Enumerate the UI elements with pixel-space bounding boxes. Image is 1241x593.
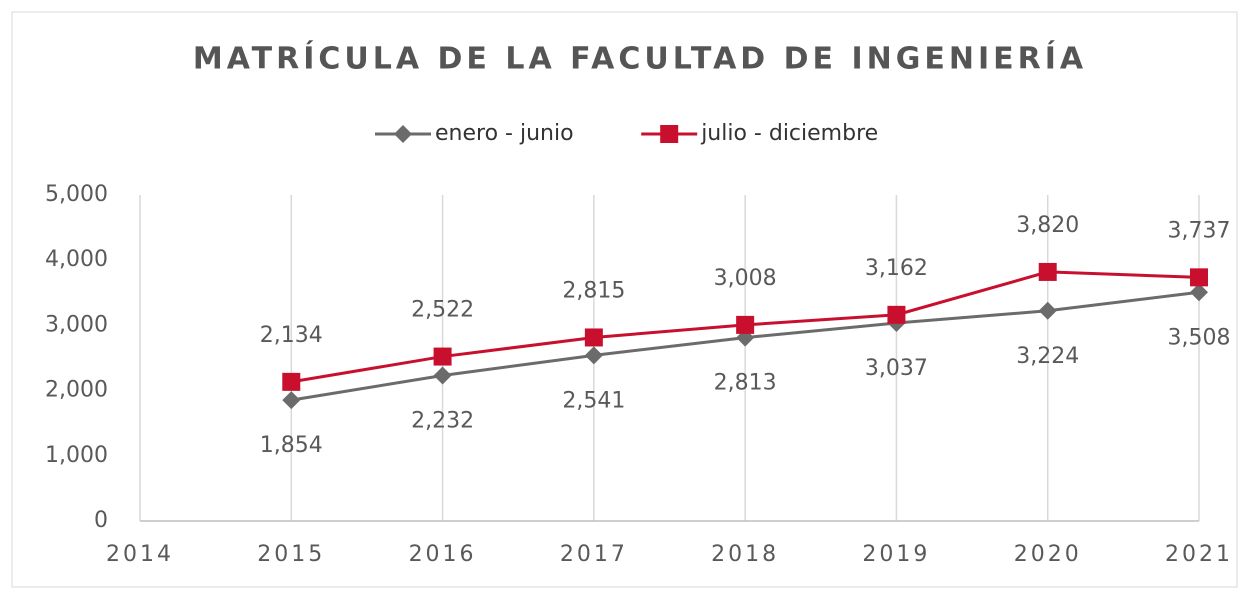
data-label: 2,522 <box>411 298 474 323</box>
x-tick-label: 2016 <box>409 542 477 567</box>
data-label: 2,134 <box>260 323 323 348</box>
data-label: 2,541 <box>562 388 625 413</box>
x-tick-label: 2019 <box>862 542 930 567</box>
data-label: 3,037 <box>865 356 928 381</box>
data-label: 3,008 <box>714 266 777 291</box>
data-label: 3,820 <box>1016 213 1079 238</box>
data-label: 2,815 <box>562 278 625 303</box>
x-tick-label: 2014 <box>106 542 174 567</box>
data-label: 3,737 <box>1168 218 1231 243</box>
legend-marker <box>660 125 679 143</box>
point <box>1190 268 1208 287</box>
point <box>433 366 452 385</box>
point <box>282 391 301 410</box>
x-tick-label: 2015 <box>257 542 325 567</box>
legend-marker <box>394 125 412 143</box>
y-tick-label: 2,000 <box>45 378 108 403</box>
data-label: 3,224 <box>1016 344 1079 369</box>
x-tick-label: 2017 <box>560 542 628 567</box>
point <box>1038 301 1057 320</box>
point <box>584 346 603 365</box>
chart-title: MATRÍCULA DE LA FACULTAD DE INGENIERÍA <box>193 41 1087 77</box>
data-label: 1,854 <box>260 433 323 458</box>
point <box>736 315 755 334</box>
x-tick-label: 2021 <box>1165 542 1233 567</box>
data-label: 2,813 <box>714 371 777 396</box>
point <box>887 305 906 324</box>
y-tick-label: 5,000 <box>45 182 108 207</box>
data-label: 2,232 <box>411 408 474 433</box>
y-tick-label: 4,000 <box>45 247 108 272</box>
data-label: 3,162 <box>865 256 928 281</box>
legend-label: enero - junio <box>435 121 574 146</box>
y-tick-label: 0 <box>94 508 108 533</box>
legend-label: julio - diciembre <box>700 121 878 146</box>
y-tick-label: 1,000 <box>45 443 108 468</box>
point <box>282 372 301 391</box>
y-tick-label: 3,000 <box>45 312 108 337</box>
point <box>1038 262 1057 281</box>
data-label: 3,508 <box>1168 325 1231 350</box>
point <box>584 328 603 347</box>
x-tick-label: 2018 <box>711 542 779 567</box>
point <box>1190 283 1208 302</box>
chart-frame <box>11 11 1238 588</box>
point <box>433 347 452 366</box>
x-tick-label: 2020 <box>1014 542 1082 567</box>
